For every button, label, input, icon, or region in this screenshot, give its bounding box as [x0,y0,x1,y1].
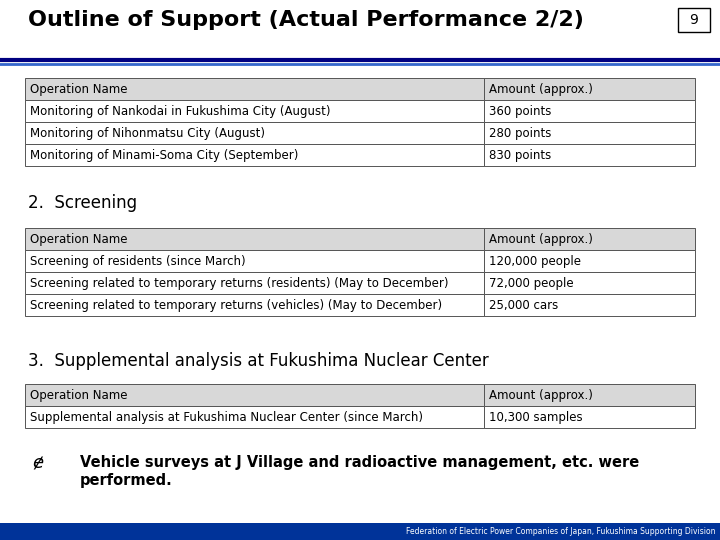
Bar [25,100,484,122]
Text: Vehicle surveys at J Village and radioactive management, etc. were: Vehicle surveys at J Village and radioac… [80,455,639,470]
Bar [25,144,484,166]
Text: performed.: performed. [80,473,173,488]
Bar [25,406,484,428]
Bar [484,294,695,316]
Bar [25,250,484,272]
Text: 72,000 people: 72,000 people [489,276,574,289]
Text: Operation Name: Operation Name [30,83,127,96]
Bar [484,144,695,166]
Text: Outline of Support (Actual Performance 2/2): Outline of Support (Actual Performance 2… [28,10,584,30]
Text: 280 points: 280 points [489,126,552,139]
Text: Amount (approx.): Amount (approx.) [489,233,593,246]
Bar [678,8,710,32]
Bar [25,228,484,250]
Bar [0,523,720,540]
Bar [25,78,484,100]
Text: Screening related to temporary returns (residents) (May to December): Screening related to temporary returns (… [30,276,449,289]
Bar [484,272,695,294]
Text: 9: 9 [690,13,698,27]
Bar [484,228,695,250]
Bar [25,122,484,144]
Text: 25,000 cars: 25,000 cars [489,299,558,312]
Bar [484,384,695,406]
Text: Federation of Electric Power Companies of Japan, Fukushima Supporting Division: Federation of Electric Power Companies o… [407,526,716,536]
Text: 830 points: 830 points [489,148,552,161]
Bar [484,250,695,272]
Text: Supplemental analysis at Fukushima Nuclear Center (since March): Supplemental analysis at Fukushima Nucle… [30,410,423,423]
Bar [25,294,484,316]
Text: Amount (approx.): Amount (approx.) [489,388,593,402]
Text: Operation Name: Operation Name [30,388,127,402]
Text: 120,000 people: 120,000 people [489,254,581,267]
Text: Monitoring of Nihonmatsu City (August): Monitoring of Nihonmatsu City (August) [30,126,265,139]
Text: 3.  Supplemental analysis at Fukushima Nuclear Center: 3. Supplemental analysis at Fukushima Nu… [28,352,489,370]
Bar [484,78,695,100]
Text: Screening of residents (since March): Screening of residents (since March) [30,254,246,267]
Text: 10,300 samples: 10,300 samples [489,410,582,423]
Text: 360 points: 360 points [489,105,552,118]
Text: Amount (approx.): Amount (approx.) [489,83,593,96]
Bar [25,384,484,406]
Bar [25,272,484,294]
Text: Operation Name: Operation Name [30,233,127,246]
Text: Monitoring of Minami-Soma City (September): Monitoring of Minami-Soma City (Septembe… [30,148,298,161]
Text: ɇ: ɇ [32,455,43,473]
Bar [484,406,695,428]
Text: 2.  Screening: 2. Screening [28,194,137,212]
Text: Monitoring of Nankodai in Fukushima City (August): Monitoring of Nankodai in Fukushima City… [30,105,330,118]
Text: Screening related to temporary returns (vehicles) (May to December): Screening related to temporary returns (… [30,299,442,312]
Bar [484,122,695,144]
Bar [484,100,695,122]
